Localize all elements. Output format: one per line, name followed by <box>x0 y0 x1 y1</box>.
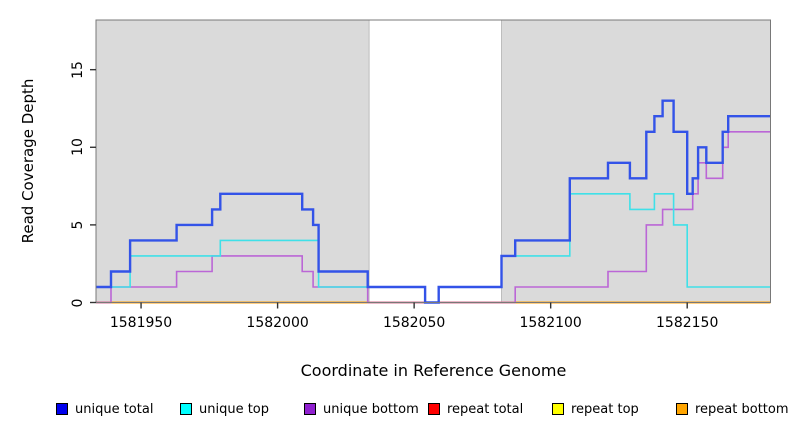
legend-color-swatch-icon <box>676 403 688 415</box>
x-tick-label: 1582050 <box>382 315 446 331</box>
legend-item-unique-bottom: unique bottom <box>304 401 419 417</box>
legend-item-repeat-top: repeat top <box>552 401 639 417</box>
legend-color-swatch-icon <box>304 403 316 415</box>
legend-label: unique total <box>75 401 154 417</box>
plot-border <box>95 19 771 303</box>
legend-label: unique top <box>199 401 270 417</box>
legend-color-swatch-icon <box>56 403 68 415</box>
legend-color-swatch-icon <box>552 403 564 415</box>
x-tick-label: 1581950 <box>109 315 173 331</box>
legend-color-swatch-icon <box>428 403 440 415</box>
legend-item-repeat-bottom: repeat bottom <box>676 401 789 417</box>
legend-label: repeat bottom <box>695 401 789 417</box>
x-axis-title: Coordinate in Reference Genome <box>300 361 567 380</box>
legend-item-unique-total: unique total <box>56 401 154 417</box>
x-tick-label: 1582000 <box>246 315 309 331</box>
legend-color-swatch-icon <box>180 403 192 415</box>
x-tick-label: 1582150 <box>656 315 719 331</box>
legend-label: repeat total <box>447 401 524 417</box>
legend-item-repeat-total: repeat total <box>428 401 524 417</box>
masked-repeat-region <box>369 20 502 303</box>
x-tick-label: 1582100 <box>519 315 582 331</box>
series-unique-total <box>96 99 771 304</box>
series-unique-bottom <box>96 131 771 304</box>
legend-label: repeat top <box>571 401 639 417</box>
legend-item-unique-top: unique top <box>180 401 270 417</box>
legend-label: unique bottom <box>323 401 419 417</box>
